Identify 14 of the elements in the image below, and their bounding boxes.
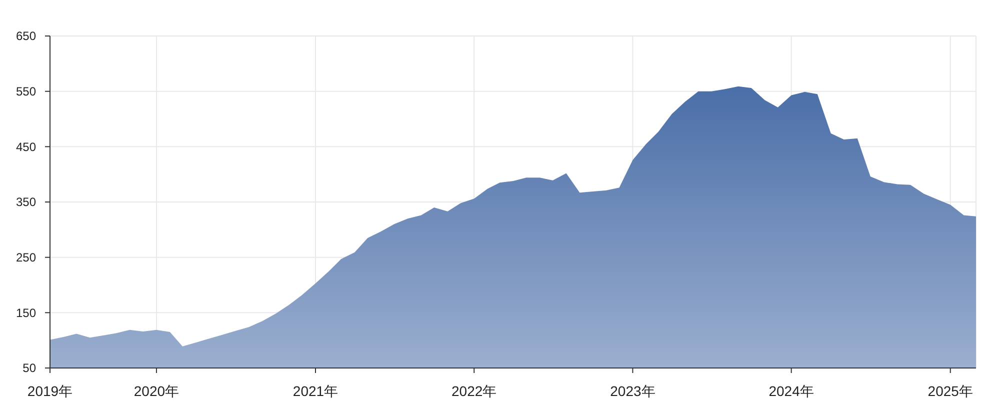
y-tick-label: 350	[16, 195, 36, 210]
x-tick-label: 2025年	[928, 383, 973, 399]
x-tick-label: 2023年	[610, 383, 656, 399]
y-tick-label: 150	[16, 306, 36, 320]
x-tick-label: 2021年	[292, 383, 338, 399]
x-tick-label: 2020年	[134, 383, 180, 399]
y-tick-label: 650	[16, 29, 36, 44]
x-tick-label: 2022年	[452, 383, 497, 399]
y-tick-label: 50	[22, 361, 36, 376]
y-tick-label: 250	[16, 250, 36, 265]
y-tick-label: 550	[16, 84, 36, 99]
x-tick-label: 2024年	[768, 383, 814, 399]
y-tick-label: 450	[16, 140, 36, 154]
x-tick-label: 2019年	[27, 383, 73, 399]
